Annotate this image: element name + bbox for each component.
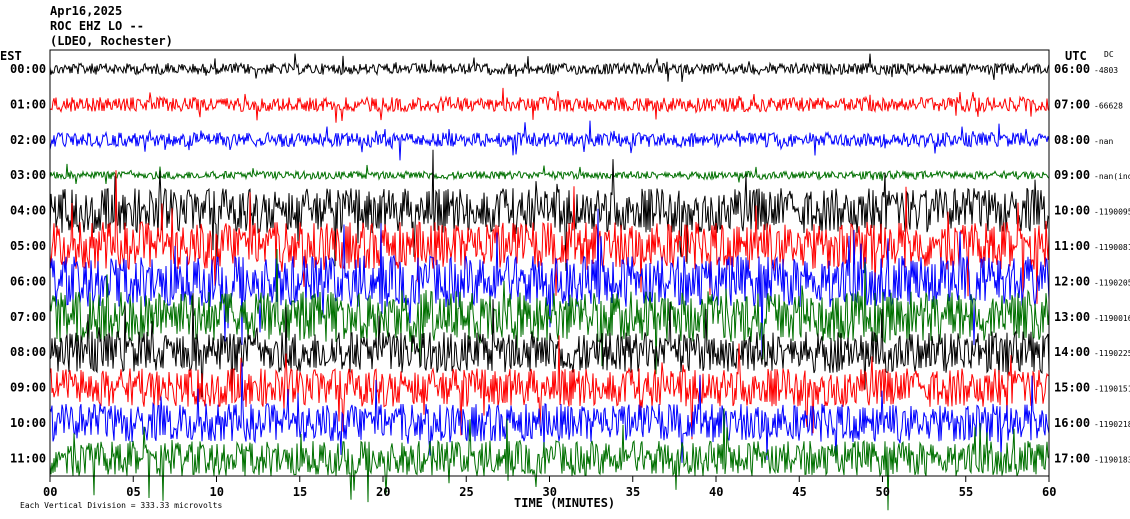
trace-row-11 bbox=[49, 408, 1050, 511]
dc-offset-value: -1190081 bbox=[1094, 243, 1130, 252]
x-axis-title: TIME (MINUTES) bbox=[514, 496, 615, 510]
x-tick-label: 05 bbox=[126, 485, 140, 499]
trace-row-3 bbox=[49, 163, 1050, 184]
est-hour-label: 05:00 bbox=[10, 239, 46, 253]
est-hour-label: 01:00 bbox=[10, 97, 46, 111]
dc-offset-value: -nan(ind bbox=[1094, 172, 1130, 181]
utc-hour-label: 10:00 bbox=[1054, 204, 1090, 218]
x-axis-ticks: 00 05 10 15 20 25 30 35 40 45 50 55 60 bbox=[43, 476, 1056, 499]
right-zone-label: UTC bbox=[1065, 49, 1087, 63]
x-tick-label: 30 bbox=[543, 485, 557, 499]
chart-date: Apr16,2025 bbox=[50, 4, 123, 18]
dc-offset-value: -1190218 bbox=[1094, 420, 1130, 429]
trace-row-8 bbox=[49, 293, 1050, 398]
dc-offset-value: -4803 bbox=[1094, 66, 1118, 75]
utc-hour-label: 06:00 bbox=[1054, 62, 1090, 76]
utc-hour-label: 11:00 bbox=[1054, 239, 1090, 253]
left-zone-label: EST bbox=[0, 49, 22, 63]
utc-hour-label: 08:00 bbox=[1054, 133, 1090, 147]
trace-row-0 bbox=[49, 53, 1050, 82]
row-labels: 00:00 06:00 -4803 01:00 07:00 -66628 02:00 08:0… bbox=[10, 62, 1130, 465]
est-hour-label: 04:00 bbox=[10, 204, 46, 218]
trace-row-10 bbox=[49, 362, 1050, 463]
dc-label: DC bbox=[1104, 50, 1114, 59]
x-tick-label: 10 bbox=[210, 485, 224, 499]
dc-offset-value: -1190095 bbox=[1094, 208, 1130, 217]
trace-row-1 bbox=[49, 87, 1050, 123]
est-hour-label: 00:00 bbox=[10, 62, 46, 76]
utc-hour-label: 12:00 bbox=[1054, 274, 1090, 288]
est-hour-label: 03:00 bbox=[10, 168, 46, 182]
x-tick-label: 00 bbox=[43, 485, 57, 499]
x-tick-label: 50 bbox=[876, 485, 890, 499]
est-hour-label: 08:00 bbox=[10, 345, 46, 359]
station-code: ROC EHZ LO -- bbox=[50, 19, 144, 33]
est-hour-label: 07:00 bbox=[10, 310, 46, 324]
dc-offset-value: -1190016 bbox=[1094, 314, 1130, 323]
x-tick-label: 40 bbox=[709, 485, 723, 499]
x-tick-label: 35 bbox=[626, 485, 640, 499]
est-hour-label: 06:00 bbox=[10, 274, 46, 288]
dc-offset-value: -1190151 bbox=[1094, 385, 1130, 394]
x-tick-label: 55 bbox=[959, 485, 973, 499]
trace-row-5 bbox=[49, 170, 1050, 304]
dc-offset-value: -66628 bbox=[1094, 101, 1123, 110]
utc-hour-label: 14:00 bbox=[1054, 345, 1090, 359]
utc-hour-label: 16:00 bbox=[1054, 416, 1090, 430]
footer-scale-note: Each Vertical Division = 333.33 microvol… bbox=[20, 501, 222, 510]
dc-offset-value: -1190205 bbox=[1094, 278, 1130, 287]
est-hour-label: 09:00 bbox=[10, 381, 46, 395]
x-tick-label: 25 bbox=[459, 485, 473, 499]
trace-row-6 bbox=[49, 208, 1050, 357]
x-tick-label: 20 bbox=[376, 485, 390, 499]
trace-row-2 bbox=[49, 120, 1050, 161]
est-hour-label: 11:00 bbox=[10, 451, 46, 465]
est-hour-label: 02:00 bbox=[10, 133, 46, 147]
seismic-traces bbox=[49, 53, 1050, 511]
dc-offset-value: -nan bbox=[1094, 137, 1113, 146]
utc-hour-label: 09:00 bbox=[1054, 168, 1090, 182]
x-tick-label: 15 bbox=[293, 485, 307, 499]
network-name: (LDEO, Rochester) bbox=[50, 34, 173, 48]
trace-row-4 bbox=[49, 149, 1050, 272]
x-tick-label: 45 bbox=[792, 485, 806, 499]
utc-hour-label: 17:00 bbox=[1054, 451, 1090, 465]
trace-row-9 bbox=[49, 335, 1050, 440]
est-hour-label: 10:00 bbox=[10, 416, 46, 430]
dc-offset-value: -1190225 bbox=[1094, 349, 1130, 358]
dc-offset-value: -1190183 bbox=[1094, 455, 1130, 464]
utc-hour-label: 07:00 bbox=[1054, 97, 1090, 111]
utc-hour-label: 13:00 bbox=[1054, 310, 1090, 324]
utc-hour-label: 15:00 bbox=[1054, 381, 1090, 395]
x-tick-label: 60 bbox=[1042, 485, 1056, 499]
